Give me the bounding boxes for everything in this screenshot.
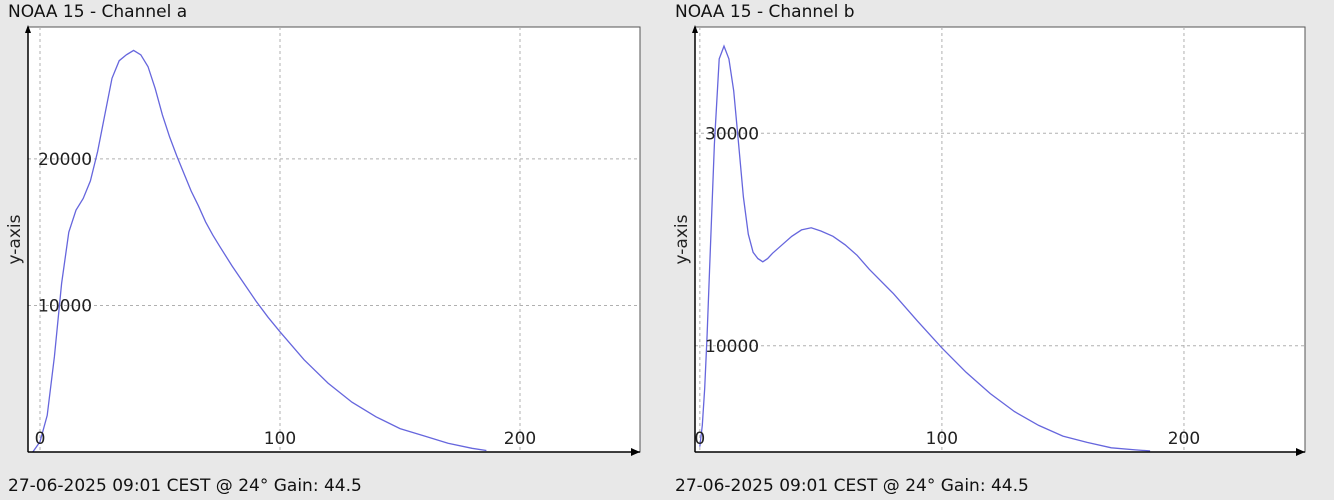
x-tick-label: 200 [1168,429,1200,449]
y-tick-label: 10000 [38,296,92,316]
chart-title: NOAA 15 - Channel b [675,2,855,22]
series-line [699,44,1151,452]
series-line [32,49,487,453]
chart-title: NOAA 15 - Channel a [8,2,188,22]
x-tick-label: 0 [35,429,46,449]
plot-area [27,26,641,453]
y-tick-label: 30000 [705,124,759,144]
x-tick-label: 0 [694,429,705,449]
y-tick-label: 10000 [705,337,759,357]
plot-area [694,26,1306,453]
channel-b-chart: 0 100 200 10000 30000 y-axis [672,25,1306,456]
y-axis-title: y-axis [672,214,692,264]
channel-a-panel: NOAA 15 - Channel a 0 100 200 10000 20000 y-a… [5,2,641,496]
x-axis-arrow [1296,448,1305,456]
x-tick-label: 100 [926,429,958,449]
x-tick-label: 100 [264,429,296,449]
y-axis-arrow [692,25,698,33]
y-axis-title: y-axis [5,214,25,264]
y-tick-label: 20000 [38,150,92,170]
x-axis-arrow [631,448,640,456]
capture-info: 27-06-2025 09:01 CEST @ 24° Gain: 44.5 [8,476,362,496]
channel-a-chart: 0 100 200 10000 20000 y-axis [5,25,641,456]
channel-b-panel: NOAA 15 - Channel b 0 100 200 10000 30000 y-a… [667,0,1334,500]
y-axis-arrow [25,25,31,33]
capture-info: 27-06-2025 09:01 CEST @ 24° Gain: 44.5 [675,476,1029,496]
x-tick-label: 200 [504,429,536,449]
